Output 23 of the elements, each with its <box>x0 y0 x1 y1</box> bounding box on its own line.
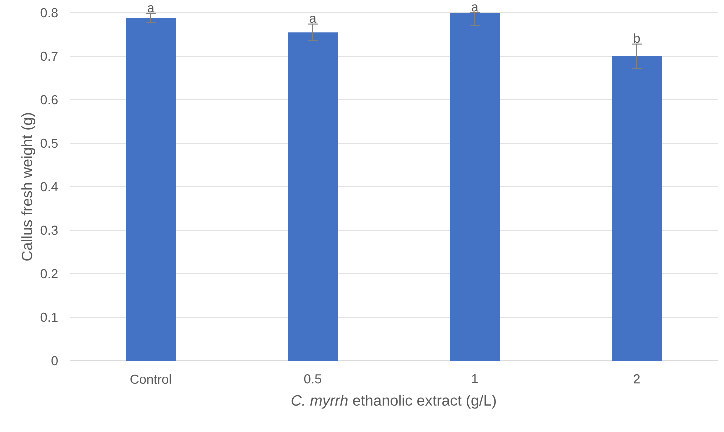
annotation: a <box>472 4 479 12</box>
y-tick-label: 0.5 <box>40 138 58 148</box>
y-tick-label: 0.8 <box>40 8 58 18</box>
y-axis-title: Callus fresh weight (g) <box>22 113 36 261</box>
y-tick-label: 0.3 <box>40 226 58 236</box>
y-tick-label: 0.7 <box>40 52 58 62</box>
y-tick-label: 0.6 <box>40 95 58 105</box>
bar <box>612 56 662 361</box>
x-tick-label: 0.5 <box>304 374 322 384</box>
y-tick-label: 0 <box>52 356 58 366</box>
annotation: a <box>148 6 155 13</box>
bar <box>288 32 338 361</box>
y-tick-label: 0.1 <box>40 312 58 322</box>
bar <box>126 18 176 361</box>
y-tick-label: 0.4 <box>40 182 58 192</box>
x-tick-label: 2 <box>634 374 640 384</box>
y-tick-label: 0.2 <box>40 269 58 279</box>
annotation: a <box>310 16 317 24</box>
x-tick-label: Control <box>130 374 172 384</box>
x-tick-label: 1 <box>472 374 478 384</box>
annotation: b <box>634 34 640 44</box>
bar <box>450 13 500 361</box>
x-axis-title: C. myrrh ethanolic extract (g/L) <box>292 394 496 409</box>
